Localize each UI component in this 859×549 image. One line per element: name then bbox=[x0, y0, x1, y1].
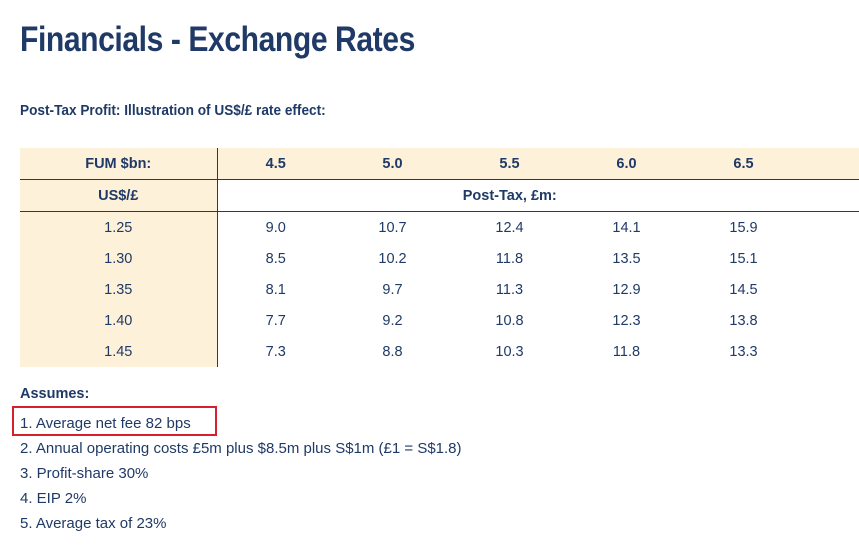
result-column-label: Post-Tax, £m: bbox=[217, 179, 802, 212]
filler-cell bbox=[802, 305, 859, 336]
table-cell: 11.8 bbox=[495, 250, 524, 267]
fum-header-row: FUM $bn: 4.5 5.0 5.5 6.0 6.5 bbox=[20, 148, 859, 180]
fum-value: 4.5 bbox=[217, 148, 334, 180]
rate-cell: 1.30 bbox=[20, 243, 218, 274]
table-cell: 12.9 bbox=[612, 281, 641, 298]
highlight-box bbox=[12, 406, 217, 436]
table-caption: Post-Tax Profit: Illustration of US$/£ r… bbox=[20, 103, 326, 119]
table-cell: 8.1 bbox=[265, 281, 286, 298]
table-cell: 10.7 bbox=[378, 219, 407, 236]
table-cell: 15.1 bbox=[729, 250, 758, 267]
table-cell: 11.3 bbox=[495, 281, 524, 298]
table-cell: 14.1 bbox=[612, 219, 641, 236]
table-cell: 8.5 bbox=[265, 250, 286, 267]
table-row: 1.25 9.0 10.7 12.4 14.1 15.9 bbox=[20, 211, 859, 244]
fum-value: 5.0 bbox=[334, 148, 451, 180]
table-row: 1.40 7.7 9.2 10.8 12.3 13.8 bbox=[20, 305, 859, 336]
filler-cell bbox=[802, 274, 859, 305]
fum-value: 6.0 bbox=[568, 148, 685, 180]
unit-header-row: US$/£ Post-Tax, £m: bbox=[20, 179, 859, 212]
filler-cell bbox=[802, 243, 859, 274]
table-row: 1.35 8.1 9.7 11.3 12.9 14.5 bbox=[20, 274, 859, 305]
table-cell: 7.7 bbox=[265, 312, 286, 329]
table-cell: 13.3 bbox=[729, 343, 758, 360]
table-cell: 7.3 bbox=[265, 343, 286, 360]
assumption-item: 3. Profit-share 30% bbox=[20, 465, 149, 482]
assumption-item: 5. Average tax of 23% bbox=[20, 515, 167, 532]
page-title: Financials - Exchange Rates bbox=[20, 20, 415, 59]
exchange-rate-table: FUM $bn: 4.5 5.0 5.5 6.0 6.5 US$/£ Post-… bbox=[20, 148, 859, 367]
table-cell: 8.8 bbox=[382, 343, 403, 360]
table-cell: 15.9 bbox=[729, 219, 758, 236]
assumption-item: 2. Annual operating costs £5m plus $8.5m… bbox=[20, 440, 462, 457]
table-cell: 13.8 bbox=[729, 312, 758, 329]
table-cell: 12.3 bbox=[612, 312, 641, 329]
unit-filler-cell bbox=[802, 179, 859, 212]
fum-label: FUM $bn: bbox=[20, 148, 218, 180]
assumptions-list: 1. Average net fee 82 bps 2. Annual oper… bbox=[20, 411, 462, 536]
rate-cell: 1.35 bbox=[20, 274, 218, 305]
fum-value: 6.5 bbox=[685, 148, 802, 180]
rate-column-label: US$/£ bbox=[20, 179, 218, 212]
filler-cell bbox=[802, 212, 859, 244]
filler-cell bbox=[802, 336, 859, 367]
assumption-item: 1. Average net fee 82 bps bbox=[20, 415, 191, 432]
fum-filler-cell bbox=[802, 148, 859, 180]
table-row: 1.45 7.3 8.8 10.3 11.8 13.3 bbox=[20, 336, 859, 367]
rate-cell: 1.25 bbox=[20, 211, 218, 243]
assumptions-heading: Assumes: bbox=[20, 386, 90, 402]
fum-value: 5.5 bbox=[451, 148, 568, 180]
table-cell: 13.5 bbox=[612, 250, 641, 267]
table-cell: 10.3 bbox=[495, 343, 524, 360]
table-cell: 9.7 bbox=[382, 281, 403, 298]
table-cell: 9.0 bbox=[265, 219, 286, 236]
table-cell: 14.5 bbox=[729, 281, 758, 298]
table-cell: 10.2 bbox=[378, 250, 407, 267]
rate-cell: 1.45 bbox=[20, 336, 218, 367]
rate-cell: 1.40 bbox=[20, 305, 218, 336]
table-cell: 10.8 bbox=[495, 312, 524, 329]
table-cell: 12.4 bbox=[495, 219, 524, 236]
table-row: 1.30 8.5 10.2 11.8 13.5 15.1 bbox=[20, 243, 859, 274]
table-cell: 11.8 bbox=[612, 343, 641, 360]
assumption-item: 4. EIP 2% bbox=[20, 490, 87, 507]
table-cell: 9.2 bbox=[382, 312, 403, 329]
